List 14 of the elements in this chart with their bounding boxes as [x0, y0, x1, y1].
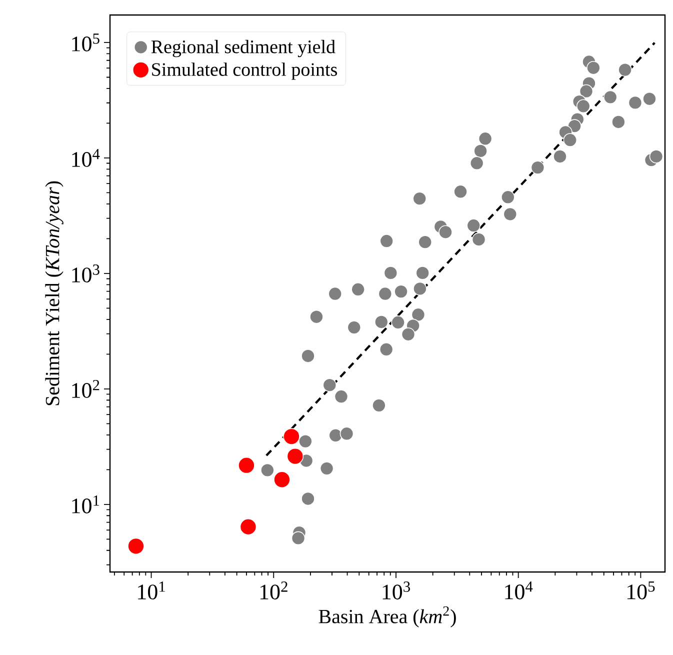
- y-tick-label: 10$^{5}$: [72, 34, 100, 52]
- y-axis-title: Sediment Yield (KTon/year): [45, 181, 64, 406]
- x-tick-label: 10$^{5}$: [628, 582, 655, 600]
- y-tick-label: 10$^{3}$: [72, 264, 100, 282]
- x-tick-label: 10$^{4}$: [505, 582, 533, 600]
- y-tick-label: 10$^{1}$: [72, 495, 100, 514]
- y-tick-label: 10$^{2}$: [72, 380, 100, 398]
- x-tick-label: 10$^{3}$: [382, 582, 410, 600]
- x-tick-label: 10$^{1}$: [138, 582, 165, 600]
- legend-label: Regional sediment yield: [151, 40, 336, 58]
- x-tick-label: 10$^{2}$: [260, 582, 288, 600]
- legend-label: Simulated control points: [152, 62, 337, 80]
- x-axis-title: Basin Area (km$^{2}$): [318, 606, 456, 628]
- y-tick-label: 10$^{4}$: [72, 149, 100, 167]
